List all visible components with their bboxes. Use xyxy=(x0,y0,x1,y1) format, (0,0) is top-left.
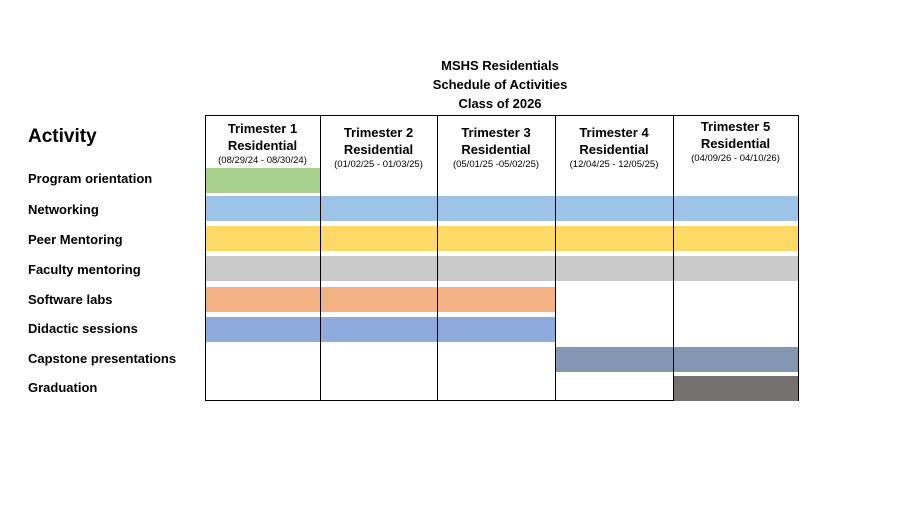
activity-bar-4-trimester-5 xyxy=(674,256,798,281)
trimester-2-title: Trimester 2 xyxy=(343,125,414,140)
activity-bar-3-trimester-5 xyxy=(674,226,798,251)
trimester-5-title: Trimester 5 xyxy=(700,119,771,134)
trimester-1-dates: (08/29/24 - 08/30/24) xyxy=(218,155,307,166)
activity-bar-6-trimester-1 xyxy=(206,317,320,342)
trimester-2-subtitle: Residential xyxy=(343,142,414,157)
trimester-3-title: Trimester 3 xyxy=(461,125,531,140)
activity-bar-4-trimester-3 xyxy=(438,256,555,281)
title-line-2: Schedule of Activities xyxy=(432,77,568,92)
trimester-3-subtitle: Residential xyxy=(461,142,531,157)
activity-heading: Activity xyxy=(28,126,97,147)
activity-bar-2-trimester-3 xyxy=(438,196,555,221)
activity-bar-5-trimester-3 xyxy=(438,287,555,312)
activity-bar-5-trimester-1 xyxy=(206,287,320,312)
activity-bar-3-trimester-4 xyxy=(556,226,673,251)
activity-bar-7-trimester-4 xyxy=(556,347,673,372)
trimester-4-dates: (12/04/25 - 12/05/25) xyxy=(569,159,659,170)
trimester-header-5: Trimester 5 Residential (04/09/26 - 04/10/… xyxy=(673,118,798,166)
activity-label-6: Didactic sessions xyxy=(28,321,138,336)
activity-bar-4-trimester-4 xyxy=(556,256,673,281)
activity-bar-2-trimester-1 xyxy=(206,196,320,221)
activity-bar-5-trimester-2 xyxy=(321,287,437,312)
activity-bar-4-trimester-2 xyxy=(321,256,437,281)
title-line-1: MSHS Residentials xyxy=(441,58,559,73)
activity-bar-8-trimester-5 xyxy=(674,376,798,401)
trimester-header-1: Trimester 1 Residential (08/29/24 - 08/30/… xyxy=(205,120,320,168)
trimester-4-subtitle: Residential xyxy=(579,142,649,157)
activity-label-4: Faculty mentoring xyxy=(28,262,141,277)
trimester-1-subtitle: Residential xyxy=(227,138,298,153)
trimester-3-dates: (05/01/25 -05/02/25) xyxy=(452,159,540,170)
activity-bar-1-trimester-1 xyxy=(206,168,320,193)
trimester-header-4: Trimester 4 Residential (12/04/25 - 12/05/… xyxy=(555,124,673,172)
activity-label-3: Peer Mentoring xyxy=(28,232,123,247)
title-line-3: Class of 2026 xyxy=(458,96,542,111)
trimester-2-dates: (01/02/25 - 01/03/25) xyxy=(334,159,423,170)
activity-label-2: Networking xyxy=(28,202,99,217)
trimester-5-subtitle: Residential xyxy=(700,136,771,151)
activity-bar-6-trimester-3 xyxy=(438,317,555,342)
trimester-5-dates: (04/09/26 - 04/10/26) xyxy=(691,153,780,164)
activity-label-8: Graduation xyxy=(28,380,98,395)
activity-bar-2-trimester-5 xyxy=(674,196,798,221)
activity-label-7: Capstone presentations xyxy=(28,351,177,366)
activity-label-5: Software labs xyxy=(28,292,113,307)
schedule-title: MSHS Residentials Schedule of Activities… xyxy=(380,56,620,113)
trimester-1-title: Trimester 1 xyxy=(227,121,298,136)
activity-bar-2-trimester-2 xyxy=(321,196,437,221)
activity-bar-2-trimester-4 xyxy=(556,196,673,221)
activity-bar-6-trimester-2 xyxy=(321,317,437,342)
trimester-header-3: Trimester 3 Residential (05/01/25 -05/02/2… xyxy=(437,124,555,172)
activity-label-1: Program orientation xyxy=(28,171,153,186)
trimester-header-2: Trimester 2 Residential (01/02/25 - 01/03/… xyxy=(320,124,437,172)
activity-bar-3-trimester-1 xyxy=(206,226,320,251)
trimester-4-title: Trimester 4 xyxy=(579,125,649,140)
activity-bar-3-trimester-2 xyxy=(321,226,437,251)
activity-bar-3-trimester-3 xyxy=(438,226,555,251)
activity-bar-7-trimester-5 xyxy=(674,347,798,372)
activity-bar-4-trimester-1 xyxy=(206,256,320,281)
